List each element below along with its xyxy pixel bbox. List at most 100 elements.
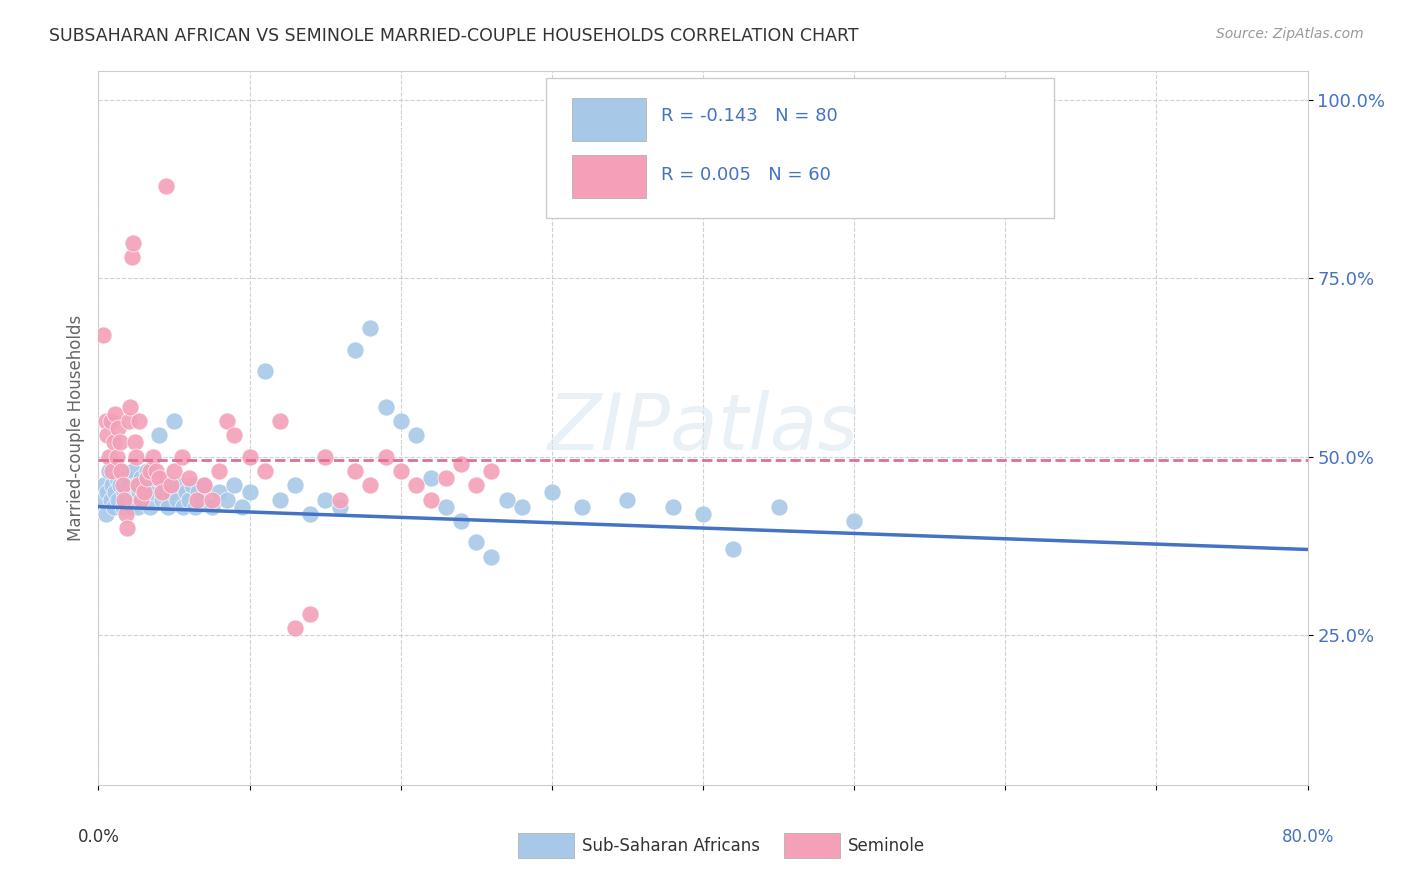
- Point: [145, 471, 167, 485]
- Point: [156, 500, 179, 514]
- Text: 0.0%: 0.0%: [77, 828, 120, 846]
- Point: [481, 464, 503, 478]
- Point: [122, 464, 145, 478]
- Point: [253, 364, 276, 378]
- Point: [98, 464, 121, 478]
- Point: [94, 507, 117, 521]
- FancyBboxPatch shape: [517, 833, 574, 858]
- Point: [360, 478, 382, 492]
- Point: [124, 435, 146, 450]
- Point: [104, 407, 127, 421]
- Point: [160, 485, 183, 500]
- Point: [124, 492, 146, 507]
- Point: [344, 464, 367, 478]
- Point: [103, 435, 125, 450]
- Point: [114, 507, 136, 521]
- Point: [170, 450, 193, 464]
- Point: [160, 478, 183, 492]
- Point: [148, 471, 170, 485]
- Point: [224, 428, 246, 442]
- Point: [142, 450, 165, 464]
- Point: [120, 400, 142, 414]
- Point: [465, 478, 488, 492]
- Point: [139, 500, 162, 514]
- Point: [107, 492, 129, 507]
- Point: [329, 492, 352, 507]
- FancyBboxPatch shape: [546, 78, 1053, 218]
- Point: [314, 492, 336, 507]
- Y-axis label: Married-couple Households: Married-couple Households: [66, 315, 84, 541]
- Point: [420, 492, 443, 507]
- Point: [215, 492, 238, 507]
- Point: [450, 457, 472, 471]
- Point: [148, 428, 170, 442]
- Point: [405, 428, 427, 442]
- Point: [96, 485, 118, 500]
- Point: [616, 492, 638, 507]
- Point: [103, 500, 125, 514]
- Point: [768, 500, 790, 514]
- Point: [186, 492, 208, 507]
- Point: [93, 478, 115, 492]
- Text: SUBSAHARAN AFRICAN VS SEMINOLE MARRIED-COUPLE HOUSEHOLDS CORRELATION CHART: SUBSAHARAN AFRICAN VS SEMINOLE MARRIED-C…: [49, 27, 859, 45]
- Point: [389, 464, 412, 478]
- Point: [121, 250, 143, 264]
- Point: [184, 500, 207, 514]
- Point: [107, 421, 129, 435]
- Point: [179, 492, 201, 507]
- Point: [179, 471, 201, 485]
- Point: [163, 414, 186, 428]
- Point: [434, 500, 457, 514]
- Text: Seminole: Seminole: [848, 837, 925, 855]
- Point: [105, 471, 128, 485]
- Point: [150, 492, 173, 507]
- Point: [420, 471, 443, 485]
- Point: [122, 235, 145, 250]
- Point: [118, 414, 141, 428]
- Point: [132, 478, 155, 492]
- Point: [450, 514, 472, 528]
- Point: [374, 400, 396, 414]
- Point: [692, 507, 714, 521]
- Point: [224, 478, 246, 492]
- Point: [481, 549, 503, 564]
- Point: [174, 485, 197, 500]
- Point: [105, 450, 128, 464]
- Point: [374, 450, 396, 464]
- Point: [329, 500, 352, 514]
- Point: [120, 500, 142, 514]
- Point: [193, 478, 215, 492]
- Point: [269, 492, 291, 507]
- Point: [115, 492, 138, 507]
- Point: [127, 500, 149, 514]
- Point: [166, 492, 188, 507]
- Point: [465, 535, 488, 549]
- Point: [101, 464, 124, 478]
- Point: [314, 450, 336, 464]
- Point: [91, 328, 114, 343]
- Point: [114, 471, 136, 485]
- Point: [434, 471, 457, 485]
- Text: Sub-Saharan Africans: Sub-Saharan Africans: [582, 837, 761, 855]
- Point: [187, 485, 209, 500]
- Point: [104, 485, 127, 500]
- Point: [571, 500, 593, 514]
- Point: [299, 607, 322, 621]
- Text: R = -0.143   N = 80: R = -0.143 N = 80: [661, 107, 838, 125]
- Point: [121, 485, 143, 500]
- Point: [135, 464, 157, 478]
- Point: [100, 492, 122, 507]
- Point: [150, 485, 173, 500]
- Point: [269, 414, 291, 428]
- Point: [142, 485, 165, 500]
- Point: [131, 492, 153, 507]
- Point: [94, 414, 117, 428]
- Point: [253, 464, 276, 478]
- Point: [127, 478, 149, 492]
- Point: [125, 450, 148, 464]
- Point: [135, 471, 157, 485]
- Point: [360, 321, 382, 335]
- Point: [115, 521, 138, 535]
- Point: [110, 464, 132, 478]
- Point: [284, 621, 307, 635]
